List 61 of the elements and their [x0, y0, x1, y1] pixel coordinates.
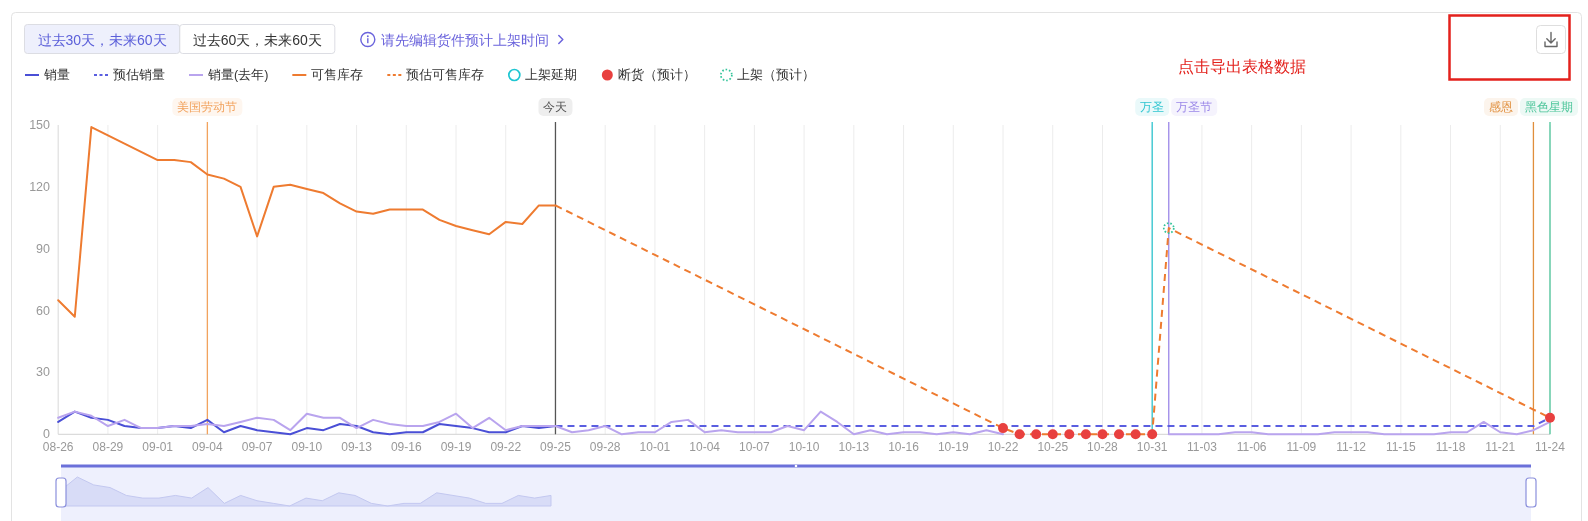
legend-label: 预估可售库存	[406, 68, 485, 82]
x-tick-label: 09-19	[440, 440, 472, 454]
ref-line-label: 万圣节	[1176, 100, 1213, 114]
x-tick-label: 10-22	[987, 440, 1019, 454]
legend-label: 可售库存	[311, 68, 364, 82]
ref-line-label: 美国劳动节	[177, 100, 238, 114]
edit-link: 请先编辑货件预计上架时间	[360, 31, 564, 48]
y-tick-label: 30	[36, 365, 51, 380]
legend-label: 上架延期	[525, 68, 578, 82]
x-tick-label: 09-01	[142, 440, 174, 454]
legend-label: 断货（预计）	[618, 68, 697, 82]
x-tick-label: 09-04	[192, 440, 224, 454]
x-tick-label: 10-16	[888, 440, 920, 454]
x-tick-label: 10-13	[838, 440, 870, 454]
x-tick-label: 10-31	[1136, 440, 1168, 454]
ref-line-label: 感恩	[1484, 98, 1518, 116]
x-tick-label: 11-09	[1286, 440, 1317, 454]
x-tick-label: 11-18	[1435, 440, 1466, 454]
y-tick-label: 90	[36, 241, 51, 256]
legend-label: 销量(去年)	[208, 68, 269, 82]
y-tick-label: 0	[43, 427, 51, 442]
x-tick-label: 11-24	[1535, 440, 1566, 454]
ref-line-label: 黑色星期	[1520, 98, 1578, 116]
legend-label: 预估销量	[113, 68, 165, 82]
ref-line-label: 今天	[538, 98, 573, 116]
x-tick-label: 11-12	[1336, 440, 1367, 454]
x-tick-label: 11-21	[1485, 440, 1516, 454]
x-tick-label: 10-07	[739, 440, 771, 454]
x-tick-label: 08-26	[42, 440, 74, 454]
export-hint: 点击导出表格数据	[1178, 57, 1306, 75]
x-tick-label: 10-19	[937, 440, 969, 454]
x-tick-label: 11-15	[1385, 440, 1417, 454]
x-tick-label: 09-25	[540, 440, 572, 454]
x-tick-label: 09-22	[490, 440, 522, 454]
ref-line-label: 黑色星期	[1525, 100, 1573, 114]
x-tick-label: 09-13	[341, 440, 373, 454]
ref-line-label: 感恩	[1489, 100, 1513, 114]
x-tick-label: 09-28	[589, 440, 621, 454]
x-tick-label: 09-10	[291, 440, 323, 454]
x-tick-label: 10-10	[788, 440, 820, 454]
x-tick-label: 11-03	[1187, 440, 1218, 454]
x-tick-label: 08-29	[92, 440, 124, 454]
ref-line-label: 万圣节	[1171, 98, 1218, 116]
ref-line-label: 今天	[543, 100, 568, 114]
x-tick-label: 09-07	[241, 440, 273, 454]
ref-line-label: 美国劳动节	[172, 98, 243, 116]
y-tick-label: 150	[29, 118, 51, 132]
x-tick-label: 11-06	[1236, 440, 1267, 454]
toggle-button: 过去60天，未来60天	[179, 24, 336, 54]
x-tick-label: 10-04	[689, 440, 721, 454]
ref-line-label: 万圣	[1140, 100, 1165, 114]
x-tick-label: 10-01	[639, 440, 671, 454]
x-tick-label: 10-28	[1087, 440, 1119, 454]
legend-label: 上架（预计）	[737, 68, 816, 82]
toggle-button: 过去30天，未来60天	[24, 24, 181, 54]
ref-line-label: 万圣	[1135, 98, 1170, 116]
x-tick-label: 10-25	[1037, 440, 1069, 454]
legend-label: 销量	[44, 68, 70, 82]
y-tick-label: 60	[36, 303, 51, 318]
x-tick-label: 09-16	[390, 440, 422, 454]
y-tick-label: 120	[29, 179, 51, 194]
